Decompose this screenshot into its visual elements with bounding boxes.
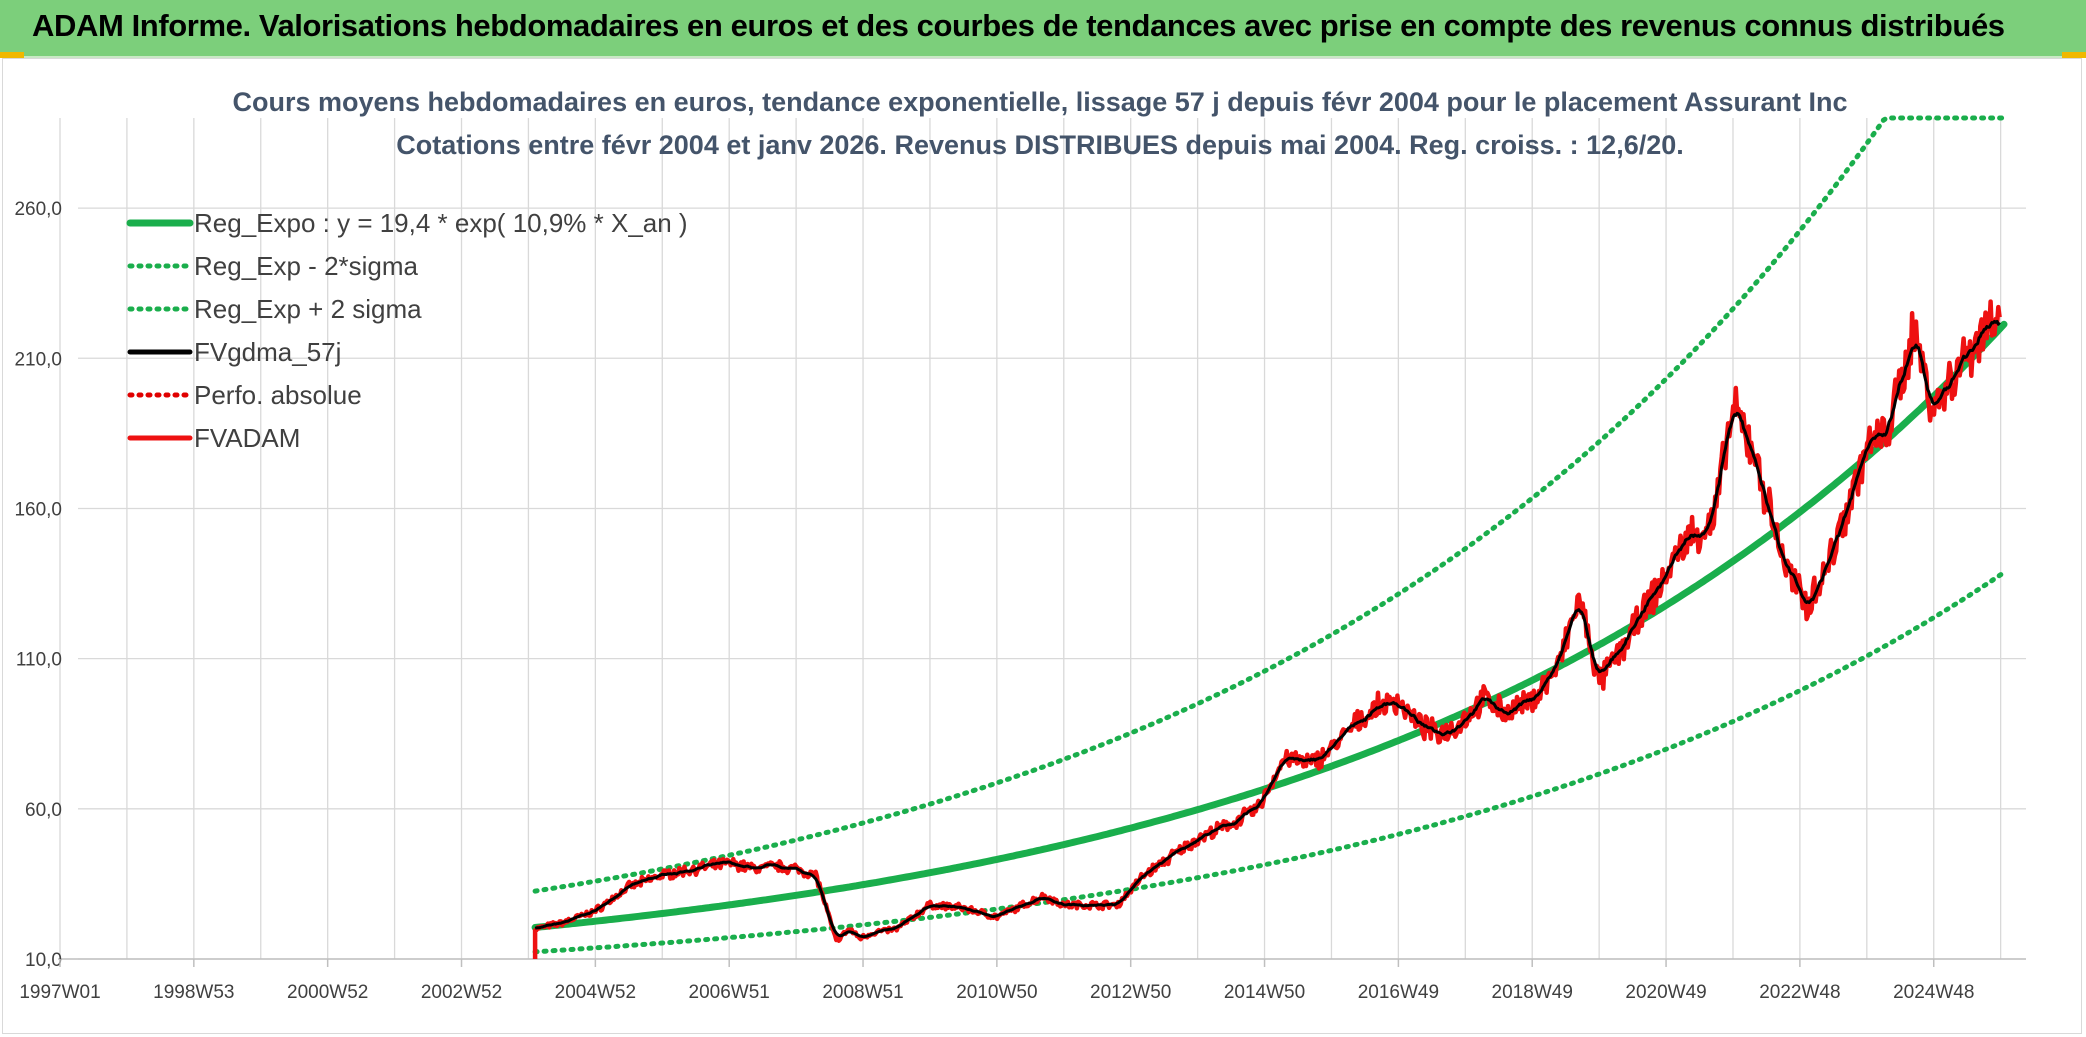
legend-label-reg_plus: Reg_Exp + 2 sigma bbox=[194, 294, 422, 324]
x-tick-label: 2010W50 bbox=[956, 982, 1037, 1003]
x-tick-label: 2004W52 bbox=[555, 982, 636, 1003]
x-tick-label: 2012W50 bbox=[1090, 982, 1171, 1003]
y-tick-label: 160,0 bbox=[14, 499, 62, 520]
legend: Reg_Expo : y = 19,4 * exp( 10,9% * X_an … bbox=[126, 208, 688, 453]
x-tick-label: 2006W51 bbox=[689, 982, 770, 1003]
legend-label-fvgdma: FVgdma_57j bbox=[194, 337, 341, 367]
reg-plus-2sigma-line bbox=[532, 115, 2007, 894]
legend-label-perfo: Perfo. absolue bbox=[194, 380, 362, 410]
reg-minus-2sigma-line bbox=[532, 570, 2007, 955]
x-tick-label: 2024W48 bbox=[1893, 982, 1974, 1003]
x-tick-label: 1998W53 bbox=[153, 982, 234, 1003]
y-tick-label: 260,0 bbox=[14, 199, 62, 220]
legend-label-fvadam: FVADAM bbox=[194, 423, 300, 453]
x-tick-label: 2020W49 bbox=[1625, 982, 1706, 1003]
chart-frame bbox=[2, 58, 2082, 1034]
chart-title: Cours moyens hebdomadaires en euros, ten… bbox=[232, 87, 1847, 117]
x-axis-ticks: 1997W01 1998W53 2000W52 2002W52 2004W52 2006W… bbox=[19, 959, 1974, 1003]
corner-accent-right bbox=[2062, 52, 2086, 58]
header-banner: ADAM Informe. Valorisations hebdomadaire… bbox=[0, 0, 2086, 58]
x-tick-label: 2002W52 bbox=[421, 982, 502, 1003]
x-tick-label: 2016W49 bbox=[1358, 982, 1439, 1003]
reg-expo-line bbox=[531, 320, 2008, 931]
fvgdma-57j-line bbox=[534, 319, 2001, 939]
x-tick-label: 2014W50 bbox=[1224, 982, 1305, 1003]
y-tick-label: 10,0 bbox=[25, 950, 62, 971]
x-tick-label: 1997W01 bbox=[19, 982, 100, 1003]
x-tick-label: 2022W48 bbox=[1759, 982, 1840, 1003]
x-tick-label: 2018W49 bbox=[1492, 982, 1573, 1003]
page-title: ADAM Informe. Valorisations hebdomadaire… bbox=[32, 8, 2005, 43]
legend-label-reg_expo: Reg_Expo : y = 19,4 * exp( 10,9% * X_an … bbox=[194, 208, 688, 238]
chart-subtitle: Cotations entre févr 2004 et janv 2026. … bbox=[396, 130, 1684, 160]
x-tick-label: 2008W51 bbox=[822, 982, 903, 1003]
grid bbox=[58, 118, 2026, 960]
legend-label-reg_minus: Reg_Exp - 2*sigma bbox=[194, 251, 419, 281]
fvadam-line bbox=[532, 299, 2002, 959]
x-tick-label: 2000W52 bbox=[287, 982, 368, 1003]
y-tick-label: 210,0 bbox=[14, 349, 62, 370]
y-axis-ticks: 10,0 60,0 110,0 160,0 210,0 260,0 bbox=[14, 199, 62, 971]
corner-accent-left bbox=[0, 52, 24, 58]
series bbox=[531, 115, 2008, 959]
y-tick-label: 60,0 bbox=[25, 800, 62, 821]
y-tick-label: 110,0 bbox=[16, 650, 62, 671]
